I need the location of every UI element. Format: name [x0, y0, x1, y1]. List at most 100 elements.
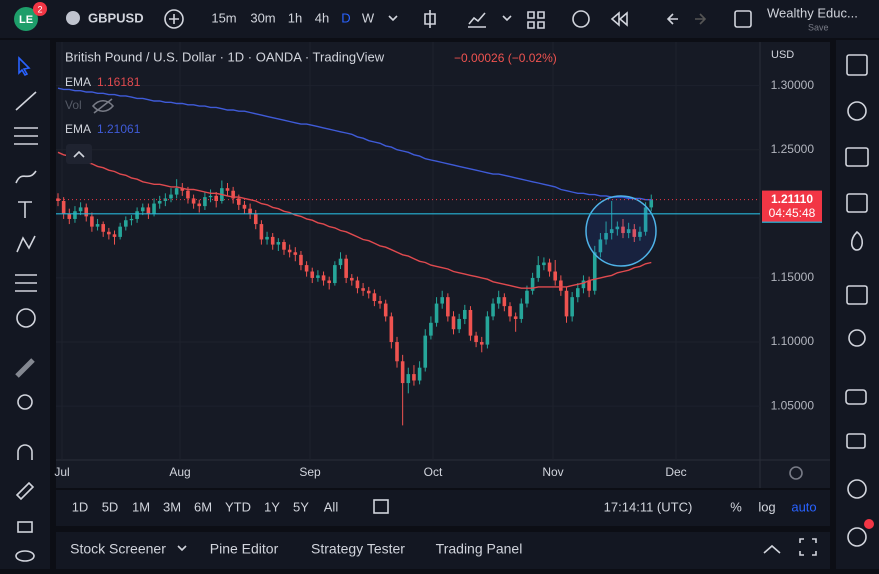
add-symbol[interactable] [164, 9, 184, 29]
layouts[interactable] [527, 11, 545, 29]
range-button[interactable]: 3M [163, 499, 181, 514]
log-toggle[interactable]: log [758, 499, 775, 514]
save-status[interactable]: Save [808, 22, 829, 32]
range-button[interactable]: YTD [225, 499, 251, 514]
screener-menu[interactable] [177, 545, 187, 552]
alerts[interactable] [847, 101, 867, 121]
redo[interactable] [695, 13, 707, 25]
text-tool[interactable] [18, 201, 32, 218]
candle-body [378, 301, 382, 304]
range-button[interactable]: 5Y [293, 499, 309, 514]
hidden-icon[interactable] [91, 98, 115, 114]
range-button[interactable]: 1D [72, 499, 89, 514]
candle-body [626, 229, 631, 234]
zoom-tool[interactable] [17, 394, 33, 410]
chart-pane [56, 42, 830, 488]
news[interactable] [845, 147, 869, 167]
help[interactable] [847, 527, 867, 547]
prediction-tool[interactable] [15, 274, 37, 292]
measure-tool[interactable] [15, 358, 35, 378]
highlight-circle [585, 195, 657, 267]
range-button[interactable]: 1M [132, 499, 150, 514]
icon-tool[interactable] [16, 308, 36, 328]
indicators[interactable] [468, 12, 486, 28]
ema-line [57, 151, 652, 289]
lock-drawing[interactable] [15, 481, 35, 501]
maximize-panel[interactable] [799, 538, 817, 556]
candle-body [253, 213, 258, 225]
visibility-tool[interactable] [15, 550, 35, 562]
trendline-tool[interactable] [15, 91, 37, 111]
y-tick-label: 1.15000 [771, 270, 815, 284]
volume-legend[interactable]: Vol [65, 98, 82, 112]
magnet-tool[interactable] [17, 444, 33, 460]
legend-name[interactable]: EMA [65, 75, 91, 89]
range-button[interactable]: All [324, 499, 339, 514]
panel-tab[interactable]: Stock Screener [70, 541, 166, 557]
layout-name[interactable]: Wealthy Educ... [767, 5, 858, 20]
indicators-menu[interactable] [502, 15, 512, 22]
panel-tab[interactable]: Strategy Tester [311, 541, 405, 557]
price-change: −0.00026 (−0.02%) [454, 51, 557, 65]
interval-menu[interactable] [388, 15, 398, 22]
range-button[interactable]: 5D [102, 499, 119, 514]
interval-button[interactable]: 15m [211, 10, 236, 25]
undo[interactable] [666, 13, 678, 25]
signals[interactable] [847, 479, 867, 499]
panel-tab[interactable]: Pine Editor [210, 541, 279, 557]
hotlists[interactable] [850, 230, 864, 251]
chart-type[interactable] [424, 10, 436, 28]
candle-body [287, 249, 292, 253]
alert[interactable] [572, 10, 590, 28]
candle-body [429, 322, 433, 336]
legend-name[interactable]: EMA [65, 122, 91, 136]
candle-body [90, 216, 94, 227]
interval-button[interactable]: D [341, 10, 350, 25]
interval-button[interactable]: W [362, 10, 375, 25]
percent-toggle[interactable]: % [730, 499, 742, 514]
candle-body [316, 275, 320, 278]
settings[interactable] [789, 466, 803, 480]
streams[interactable] [846, 433, 866, 449]
candle-body [643, 207, 648, 232]
layout-toggle[interactable] [734, 10, 752, 28]
interval-button[interactable]: 30m [250, 10, 275, 25]
avatar[interactable] [14, 7, 38, 31]
range-button[interactable]: 1Y [264, 499, 280, 514]
symbol-flag [66, 11, 80, 25]
clock: 17:14:11 (UTC) [604, 499, 693, 514]
candle-body [129, 218, 134, 221]
candle-body [101, 224, 105, 232]
auto-toggle[interactable]: auto [791, 499, 816, 514]
collapse-legend[interactable] [66, 144, 92, 164]
interval-button[interactable]: 4h [315, 10, 329, 25]
range-button[interactable]: 6M [194, 499, 212, 514]
footer-panel [56, 532, 830, 569]
candle-body [406, 374, 411, 384]
candle-body [157, 200, 162, 204]
symbol[interactable]: GBPUSD [88, 10, 144, 25]
date-range[interactable] [373, 499, 389, 514]
replay[interactable] [610, 11, 628, 27]
data-window[interactable] [846, 193, 868, 213]
panel-tab[interactable]: Trading Panel [436, 541, 523, 557]
chats[interactable] [845, 389, 867, 405]
calendar[interactable] [846, 285, 868, 305]
candle-body [259, 224, 264, 240]
cursor-tool[interactable] [18, 56, 31, 77]
watchlist[interactable] [846, 54, 868, 76]
pattern-tool[interactable] [16, 235, 36, 253]
candle-body [457, 318, 461, 330]
candle-body [237, 198, 241, 205]
currency[interactable]: USD [771, 49, 794, 61]
candle-body [519, 303, 524, 319]
brush-tool[interactable] [15, 170, 37, 184]
fib-tool[interactable] [14, 127, 38, 145]
ideas[interactable] [848, 329, 866, 347]
expand-panel[interactable] [763, 544, 781, 554]
candle-body [570, 297, 574, 317]
interval-button[interactable]: 1h [288, 10, 302, 25]
candle-body [366, 290, 371, 294]
candle-body [400, 361, 405, 384]
lock-tool[interactable] [17, 521, 33, 533]
